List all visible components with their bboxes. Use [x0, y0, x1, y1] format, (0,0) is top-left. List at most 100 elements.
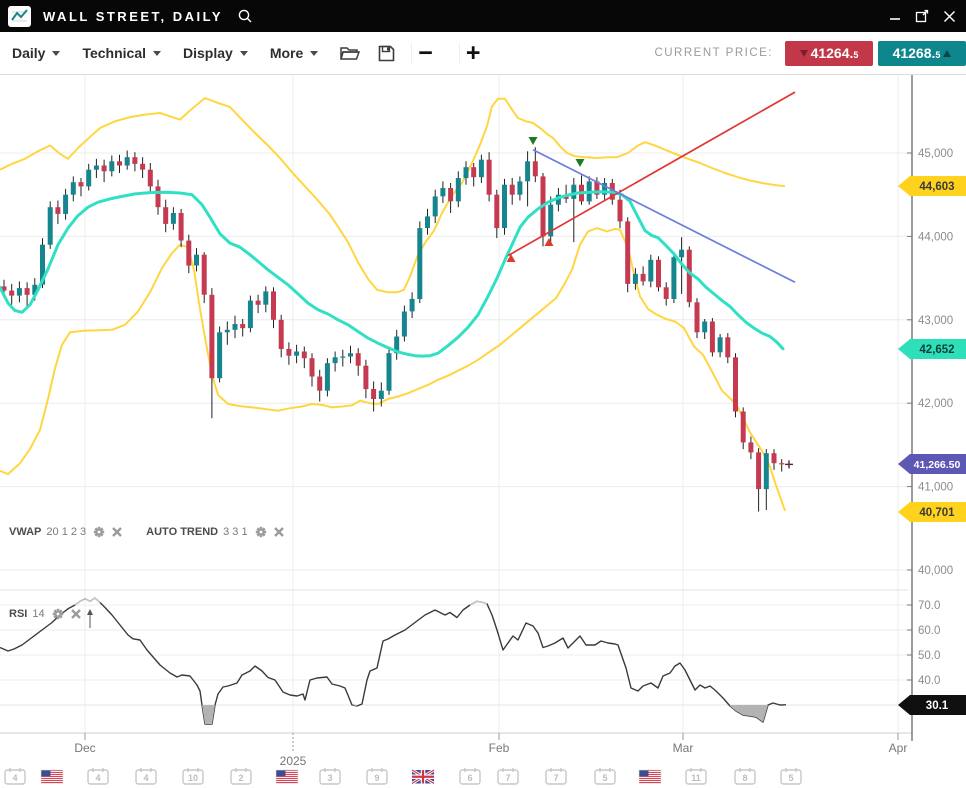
bid-price-badge: 41264. 5 [785, 40, 873, 66]
svg-text:41,000: 41,000 [918, 482, 953, 494]
zoom-out-button[interactable]: − [411, 41, 439, 66]
auto-trend-settings-gear-icon[interactable] [255, 526, 267, 538]
svg-text:40,701: 40,701 [919, 507, 955, 519]
svg-text:2025: 2025 [280, 754, 307, 768]
calendar-event-icon[interactable]: 6 [459, 768, 481, 785]
price-chart-svg[interactable]: 45,000 44,000 43,000 42,000 41,000 40,000 70.0… [0, 75, 966, 788]
sell-marker-icon [528, 136, 538, 145]
rsi-oversold-fill [202, 705, 215, 724]
trade-markers [506, 136, 585, 263]
rsi-line [0, 597, 787, 725]
calendar-event-icon[interactable]: 7 [497, 768, 519, 785]
rsi-alert-arrow-icon [87, 609, 93, 628]
svg-text:Mar: Mar [673, 741, 694, 755]
buy-marker-icon [544, 237, 554, 246]
rsi-remove-icon[interactable] [70, 609, 81, 619]
svg-text:40.0: 40.0 [918, 675, 940, 687]
chart-canvas[interactable]: 45,000 44,000 43,000 42,000 41,000 40,000 70.0… [0, 75, 966, 788]
calendar-event-icon[interactable]: 5 [594, 768, 616, 785]
svg-text:43,000: 43,000 [918, 315, 953, 327]
svg-text:41,266.50: 41,266.50 [914, 459, 961, 471]
calendar-event-icon[interactable]: 4 [87, 768, 109, 785]
toolbar: Daily Technical Display More − + CURRENT… [0, 32, 966, 75]
minimize-button[interactable] [886, 7, 904, 25]
ask-price-int: 41268. [892, 45, 936, 61]
us-flag-event-icon[interactable] [40, 769, 64, 784]
menu-daily[interactable]: Daily [12, 45, 61, 61]
last-price-marker [785, 460, 793, 469]
chevron-down-icon [52, 50, 61, 56]
auto-trend-line-1[interactable] [532, 148, 796, 284]
sell-marker-icon [575, 159, 585, 168]
rsi-oversold-fill [730, 705, 768, 722]
svg-text:4: 4 [143, 773, 148, 783]
bid-price-dec: 5 [853, 50, 859, 60]
svg-text:2: 2 [238, 773, 243, 783]
close-button[interactable] [940, 7, 958, 25]
menu-technical[interactable]: Technical [82, 45, 162, 61]
auto-trend-line-0[interactable] [507, 91, 796, 257]
window-title: WALL STREET, DAILY [43, 8, 224, 24]
rsi-value-badge: 30.1 [898, 695, 966, 715]
svg-text:42,000: 42,000 [918, 398, 953, 410]
svg-text:10: 10 [188, 773, 198, 783]
calendar-event-icon[interactable]: 10 [182, 768, 204, 785]
calendar-event-icon[interactable]: 3 [319, 768, 341, 785]
bid-price-int: 41264. [810, 45, 854, 61]
save-icon[interactable] [378, 45, 395, 62]
chevron-down-icon [310, 50, 319, 56]
price-axis: 45,000 44,000 43,000 42,000 41,000 40,000 70.0… [907, 75, 953, 741]
svg-text:5: 5 [788, 773, 793, 783]
search-icon[interactable] [237, 8, 253, 24]
us-flag-event-icon[interactable] [275, 769, 299, 784]
svg-text:40,000: 40,000 [918, 565, 953, 577]
open-folder-icon[interactable] [340, 45, 361, 61]
calendar-event-icon[interactable]: 7 [545, 768, 567, 785]
app-logo-icon [8, 5, 31, 27]
indicator-row-rsi: RSI 14 [9, 608, 81, 620]
svg-text:Apr: Apr [889, 741, 908, 755]
calendar-event-icon[interactable]: 8 [734, 768, 756, 785]
zoom-in-button[interactable]: + [458, 41, 487, 66]
calendar-event-icon[interactable]: 9 [366, 768, 388, 785]
calendar-event-icon[interactable]: 4 [135, 768, 157, 785]
svg-text:44,000: 44,000 [918, 231, 953, 243]
vwap-settings-gear-icon[interactable] [93, 526, 105, 538]
lower-band-line [0, 227, 786, 512]
menu-display[interactable]: Display [183, 45, 248, 61]
svg-text:9: 9 [374, 773, 379, 783]
svg-text:7: 7 [553, 773, 558, 783]
svg-text:45,000: 45,000 [918, 148, 953, 160]
price-up-arrow-icon [943, 49, 952, 57]
svg-text:4: 4 [12, 773, 17, 783]
auto-trend-indicator-params: 3 3 1 [223, 526, 248, 538]
indicator-row-main: VWAP 20 1 2 3 AUTO TREND 3 3 1 [9, 526, 284, 538]
vwap-remove-icon[interactable] [112, 527, 123, 537]
popout-button[interactable] [913, 7, 931, 25]
chevron-down-icon [153, 50, 162, 56]
ask-price-badge: 41268. 5 [878, 40, 966, 66]
menu-daily-label: Daily [12, 45, 46, 61]
svg-text:8: 8 [742, 773, 747, 783]
vwap-line [0, 190, 785, 358]
auto-trend-remove-icon[interactable] [273, 527, 284, 537]
us-flag-event-icon[interactable] [638, 769, 662, 784]
vwap-indicator-name: VWAP [9, 526, 42, 538]
calendar-event-icon[interactable]: 11 [685, 768, 707, 785]
menu-display-label: Display [183, 45, 233, 61]
menu-technical-label: Technical [82, 45, 147, 61]
menu-more[interactable]: More [270, 45, 319, 61]
price-badge-40701: 40,701 [898, 502, 966, 522]
svg-text:42,652: 42,652 [919, 344, 954, 356]
svg-text:11: 11 [691, 773, 701, 783]
current-price-label: CURRENT PRICE: [654, 47, 773, 59]
svg-text:5: 5 [602, 773, 607, 783]
svg-text:7: 7 [505, 773, 510, 783]
calendar-event-icon[interactable]: 4 [4, 768, 26, 785]
rsi-settings-gear-icon[interactable] [52, 608, 64, 620]
uk-flag-event-icon[interactable] [411, 768, 435, 785]
svg-text:4: 4 [95, 773, 100, 783]
rsi-overbought-segment [469, 600, 488, 606]
calendar-event-icon[interactable]: 5 [780, 768, 802, 785]
calendar-event-icon[interactable]: 2 [230, 768, 252, 785]
